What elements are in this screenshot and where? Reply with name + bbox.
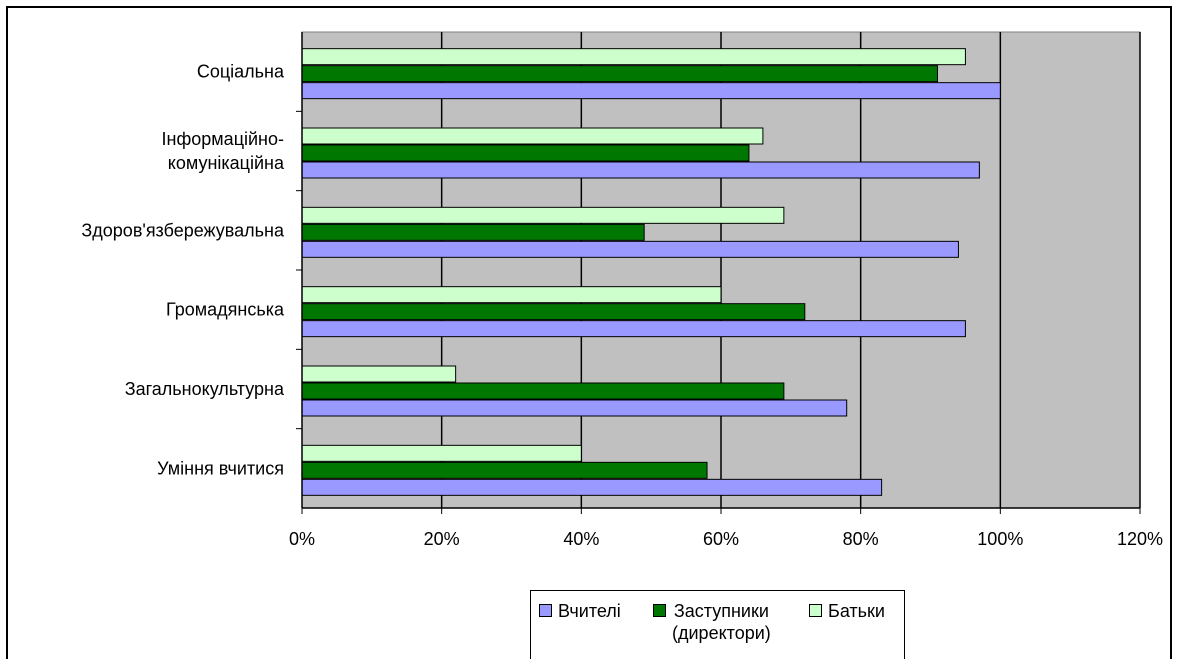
category-label: комунікаційна — [168, 153, 285, 173]
bar-1-2 — [301, 223, 645, 241]
bar-2-2 — [301, 240, 959, 258]
bar-1-1 — [301, 144, 750, 162]
bar-1-3 — [301, 303, 806, 321]
category-label: Інформаційно- — [162, 129, 284, 149]
category-label: Громадянська — [166, 300, 285, 320]
x-tick-label: 120% — [1117, 529, 1163, 549]
legend-item-teachers: Вчителі — [539, 600, 621, 622]
category-label: Здоров'язбережувальна — [81, 220, 285, 240]
legend-item-deputies: Заступники (директори) — [653, 600, 771, 644]
category-label: Загальнокультурна — [125, 379, 285, 399]
bar-2-5 — [301, 478, 883, 496]
category-label: Соціальна — [197, 62, 285, 82]
category-label: Уміння вчитися — [157, 458, 284, 478]
x-tick-label: 20% — [424, 529, 460, 549]
x-tick-label: 40% — [563, 529, 599, 549]
bar-0-5 — [301, 444, 582, 462]
bar-2-1 — [301, 161, 980, 179]
bar-2-4 — [301, 399, 848, 417]
legend-label-teachers: Вчителі — [558, 601, 621, 621]
legend-label-deputies: Заступники (директори) — [672, 601, 771, 643]
bar-0-1 — [301, 127, 764, 145]
legend-label-parents: Батьки — [828, 601, 885, 621]
chart-legend: Вчителі Заступники (директори) Батьки — [530, 590, 905, 659]
bar-2-0 — [301, 82, 1001, 100]
bar-0-0 — [301, 48, 966, 66]
bar-1-5 — [301, 461, 708, 479]
x-tick-label: 100% — [977, 529, 1023, 549]
bar-0-3 — [301, 286, 722, 304]
x-tick-label: 80% — [843, 529, 879, 549]
legend-item-parents: Батьки — [809, 600, 885, 622]
bar-1-4 — [301, 382, 785, 400]
x-tick-label: 0% — [289, 529, 315, 549]
bar-1-0 — [301, 65, 938, 83]
bar-2-3 — [301, 320, 966, 338]
legend-swatch-parents — [809, 604, 822, 617]
legend-swatch-teachers — [539, 604, 552, 617]
bar-0-4 — [301, 365, 457, 383]
bar-0-2 — [301, 206, 785, 224]
x-tick-label: 60% — [703, 529, 739, 549]
legend-swatch-deputies — [653, 604, 666, 617]
